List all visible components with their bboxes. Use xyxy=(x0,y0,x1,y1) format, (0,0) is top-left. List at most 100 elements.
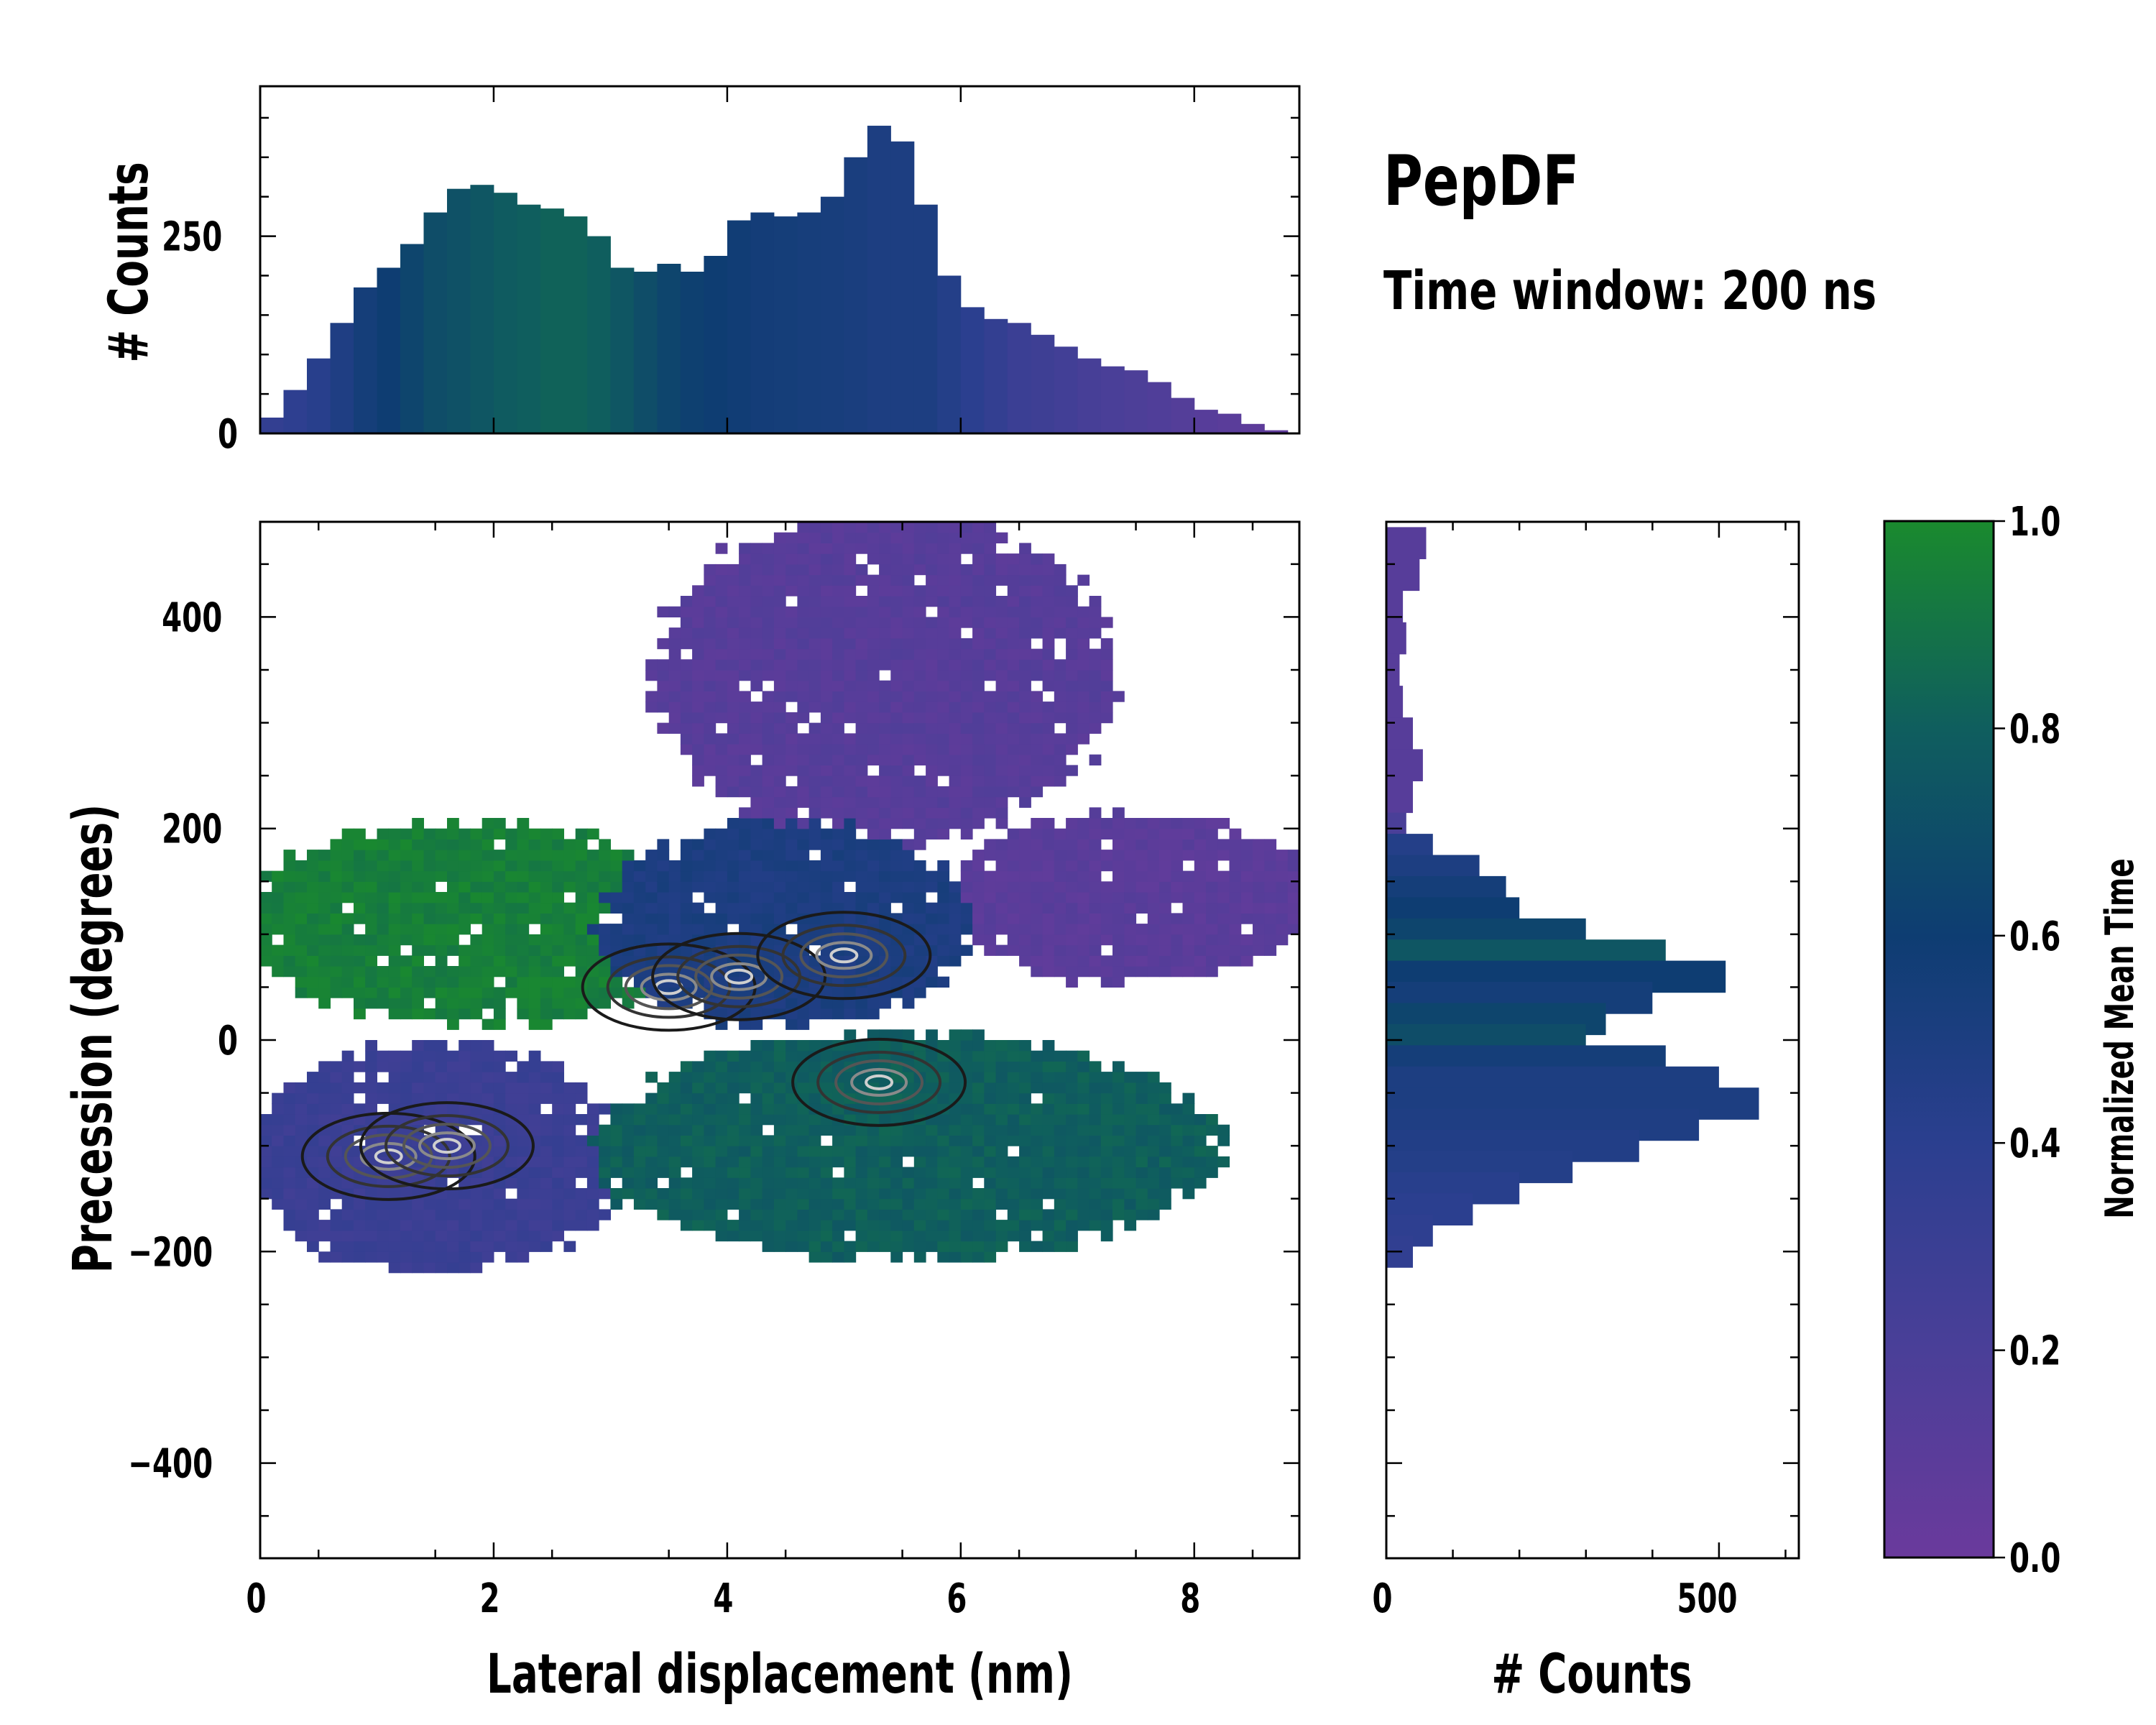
heatmap-cell xyxy=(844,522,857,533)
heatmap-cell xyxy=(563,1008,576,1020)
heatmap-cell xyxy=(844,553,857,565)
heatmap-cell xyxy=(820,532,833,543)
heatmap-cell xyxy=(260,924,272,935)
heatmap-cell xyxy=(388,839,401,850)
heatmap-cell xyxy=(715,617,728,628)
heatmap-cell xyxy=(913,1135,926,1146)
heatmap-cell xyxy=(937,596,950,607)
heatmap-cell xyxy=(1100,712,1113,724)
heatmap-cell xyxy=(1066,1103,1078,1115)
heatmap-cell xyxy=(680,1198,693,1210)
heatmap-cell xyxy=(1206,881,1218,893)
heatmap-cell xyxy=(540,1220,553,1231)
heatmap-cell xyxy=(902,765,915,776)
heatmap-cell xyxy=(493,1061,506,1072)
heatmap-cell xyxy=(808,659,821,671)
heatmap-cell xyxy=(330,1124,343,1136)
heatmap-cell xyxy=(879,606,891,617)
heatmap-cell xyxy=(341,944,354,956)
heatmap-cell xyxy=(984,691,997,702)
heatmap-cell xyxy=(1100,1209,1113,1220)
heatmap-cell xyxy=(482,1220,494,1231)
heatmap-cell xyxy=(622,1177,635,1189)
heatmap-cell xyxy=(622,1114,635,1126)
heatmap-cell xyxy=(762,902,775,914)
heatmap-cell xyxy=(797,765,810,776)
heatmap-cell xyxy=(283,860,296,872)
heatmap-cell xyxy=(1100,1188,1113,1200)
heatmap-cell xyxy=(680,1103,693,1115)
heatmap-cell xyxy=(1089,1092,1102,1104)
contour-line xyxy=(418,1131,476,1161)
heatmap-cell xyxy=(482,1040,494,1052)
heatmap-cell xyxy=(563,1146,576,1157)
heatmap-cell xyxy=(890,1124,903,1136)
contour-line xyxy=(816,1050,942,1114)
heatmap-cell xyxy=(727,892,740,903)
heatmap-cell xyxy=(1066,828,1078,840)
heatmap-cell xyxy=(937,870,950,882)
heatmap-cell xyxy=(750,543,763,554)
heatmap-cell xyxy=(1240,934,1253,946)
heatmap-cell xyxy=(913,1177,926,1189)
heatmap-cell xyxy=(668,1092,681,1104)
heatmap-cell xyxy=(330,1177,343,1189)
heatmap-cell xyxy=(1019,1124,1031,1136)
heatmap-cell xyxy=(773,1230,786,1242)
heatmap-cell xyxy=(435,1251,448,1263)
heatmap-cell xyxy=(470,1092,483,1104)
heatmap-cell xyxy=(1077,902,1090,914)
heatmap-cell xyxy=(1007,1072,1020,1083)
heatmap-cell xyxy=(972,1072,985,1083)
heatmap-cell xyxy=(902,754,915,765)
right-hist-bar xyxy=(1386,781,1413,814)
heatmap-cell xyxy=(1124,1135,1137,1146)
heatmap-cell xyxy=(435,966,448,978)
heatmap-cell xyxy=(926,659,938,671)
heatmap-cell xyxy=(1019,1167,1031,1178)
heatmap-cell xyxy=(727,702,740,713)
heatmap-cell xyxy=(1077,850,1090,861)
heatmap-cell xyxy=(786,754,798,765)
heatmap-cell xyxy=(1182,1124,1195,1136)
heatmap-cell xyxy=(797,934,810,946)
heatmap-cell xyxy=(832,585,844,597)
heatmap-cell xyxy=(575,828,588,840)
heatmap-cell xyxy=(867,606,880,617)
heatmap-cell xyxy=(808,1092,821,1104)
heatmap-cell xyxy=(1042,818,1055,829)
heatmap-cell xyxy=(1276,913,1289,924)
heatmap-cell xyxy=(1089,966,1102,978)
heatmap-cell xyxy=(1124,1188,1137,1200)
heatmap-cell xyxy=(1042,1177,1055,1189)
heatmap-cell xyxy=(879,881,891,893)
heatmap-cell xyxy=(307,924,319,935)
heatmap-cell xyxy=(505,955,517,967)
heatmap-cell xyxy=(680,733,693,745)
heatmap-cell xyxy=(879,596,891,607)
heatmap-cell xyxy=(599,881,611,893)
heatmap-cell xyxy=(879,892,891,903)
heatmap-cell xyxy=(1007,606,1020,617)
heatmap-cell xyxy=(365,902,377,914)
heatmap-cell xyxy=(949,638,962,650)
heatmap-cell xyxy=(960,944,973,956)
heatmap-cell xyxy=(867,596,880,607)
heatmap-cell xyxy=(1007,1198,1020,1210)
heatmap-cell xyxy=(1100,680,1113,691)
heatmap-cell xyxy=(820,1146,833,1157)
density-contours xyxy=(300,911,967,1201)
heatmap-cell xyxy=(1147,828,1160,840)
heatmap-cell xyxy=(808,796,821,808)
heatmap-cell xyxy=(832,1188,844,1200)
heatmap-cell xyxy=(832,606,844,617)
heatmap-cell xyxy=(960,638,973,650)
heatmap-cell xyxy=(808,807,821,819)
heatmap-cell xyxy=(1007,892,1020,903)
heatmap-cell xyxy=(704,881,717,893)
heatmap-cell xyxy=(1077,870,1090,882)
heatmap-cell xyxy=(797,617,810,628)
heatmap-cell xyxy=(1066,1156,1078,1168)
heatmap-cell xyxy=(727,596,740,607)
heatmap-cell xyxy=(727,1146,740,1157)
